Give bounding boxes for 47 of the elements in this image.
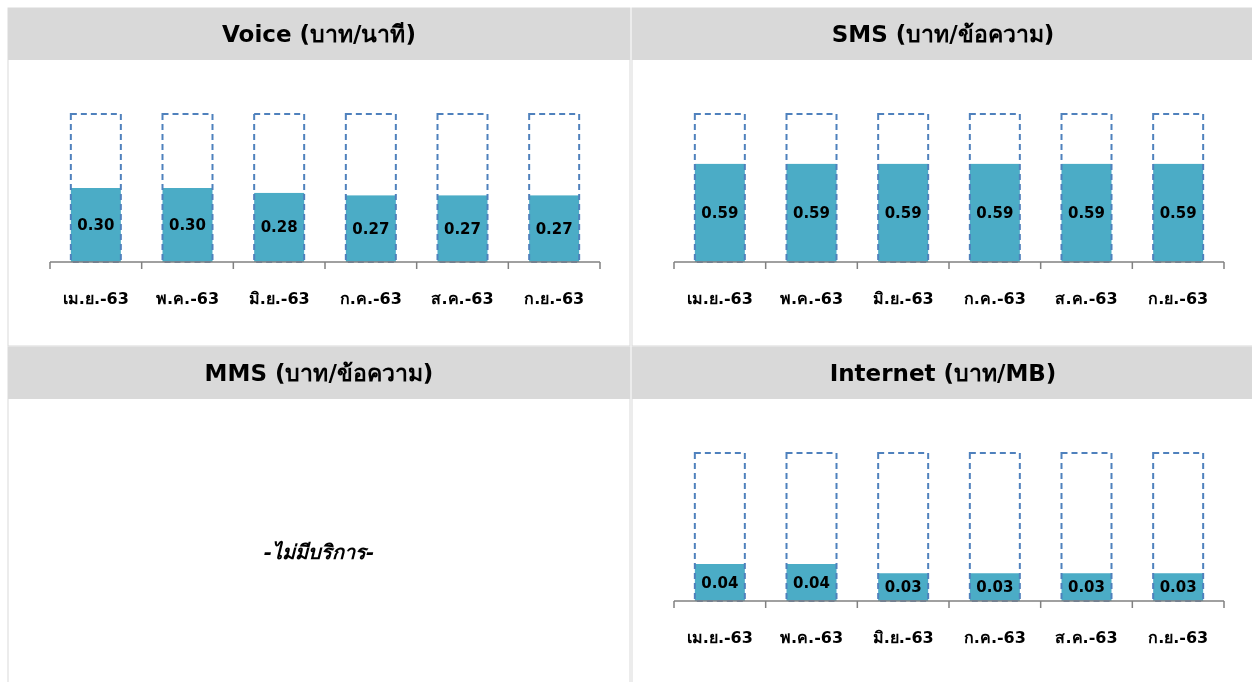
data-label: 0.04 [792, 573, 831, 592]
x-tick-label: พ.ค.-63 [155, 289, 220, 308]
data-label: 0.03 [884, 578, 922, 597]
data-label: 0.03 [976, 578, 1014, 597]
bar [69, 113, 122, 263]
data-label: 0.59 [1067, 203, 1106, 222]
x-tick-label: พ.ค.-63 [779, 289, 844, 308]
data-label: 0.27 [443, 219, 482, 238]
bar [253, 113, 306, 263]
data-label: 0.27 [352, 219, 390, 238]
x-tick-label: ก.ค.-63 [963, 628, 1026, 647]
text: -ไม่มีบริการ- [263, 540, 375, 564]
x-tick-label: มิ.ย.-63 [872, 289, 934, 308]
x-tick-label: ส.ค.-63 [1055, 289, 1118, 308]
data-label: 0.04 [701, 573, 739, 592]
data-label: 0.30 [77, 216, 115, 234]
x-tick-label: ก.ย.-63 [1148, 289, 1209, 308]
data-label: 0.28 [260, 218, 298, 237]
x-tick-label: พ.ค.-63 [779, 628, 844, 647]
data-label: 0.03 [1159, 578, 1197, 597]
bar [344, 113, 397, 263]
data-label: 0.30 [168, 216, 207, 234]
chart-title: Voice (บาท/นาที) [222, 21, 416, 47]
x-tick-label: มิ.ย.-63 [872, 628, 934, 647]
data-label: 0.59 [1159, 203, 1197, 222]
bar [436, 113, 489, 263]
data-label: 0.59 [701, 203, 739, 222]
data-label: 0.59 [976, 203, 1014, 222]
text: MMS (บาท/ข้อความ) [204, 360, 434, 386]
chart-title: Internet (บาท/MB) [829, 360, 1057, 386]
x-tick-label: ส.ค.-63 [1055, 628, 1118, 647]
x-tick-label: เม.ย.-63 [686, 289, 753, 308]
bar [161, 113, 214, 263]
x-tick-label: ส.ค.-63 [431, 289, 494, 308]
x-tick-label: ก.ย.-63 [524, 289, 585, 308]
data-label: 0.27 [535, 219, 573, 238]
x-tick-label: ก.ย.-63 [1148, 628, 1209, 647]
x-tick-label: เม.ย.-63 [686, 628, 753, 647]
data-label: 0.03 [1067, 578, 1106, 597]
chart-title: SMS (บาท/ข้อความ) [831, 21, 1055, 47]
x-tick-label: ก.ค.-63 [339, 289, 402, 308]
data-label: 0.59 [884, 203, 922, 222]
x-tick-label: เม.ย.-63 [62, 289, 129, 308]
x-tick-label: ก.ค.-63 [963, 289, 1026, 308]
data-label: 0.59 [792, 203, 831, 222]
bar [528, 113, 581, 263]
x-tick-label: มิ.ย.-63 [248, 289, 310, 308]
